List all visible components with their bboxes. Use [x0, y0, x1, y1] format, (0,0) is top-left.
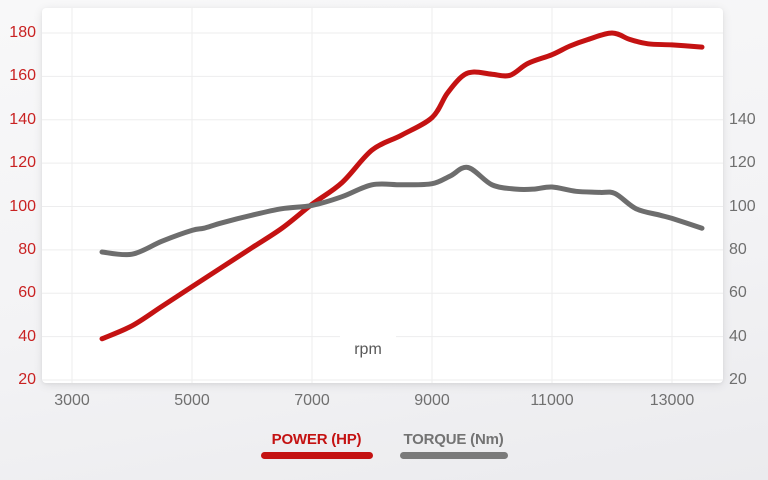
y-axis-left-tick: 160	[9, 67, 36, 85]
y-axis-left-tick: 60	[18, 284, 36, 302]
y-axis-right-tick: 40	[729, 327, 747, 345]
y-axis-right-tick: 140	[729, 110, 756, 128]
x-axis-tick: 3000	[54, 392, 90, 409]
y-axis-right-tick: 120	[729, 154, 756, 172]
x-axis-tick: 9000	[414, 392, 450, 409]
y-axis-left-tick: 100	[9, 197, 36, 215]
legend-item-power[interactable]: POWER (HP)	[260, 431, 373, 459]
y-axis-right-tick: 20	[729, 371, 747, 388]
y-axis-left-tick: 140	[9, 110, 36, 128]
y-axis-left-tick: 40	[18, 327, 36, 345]
y-axis-right-tick: 100	[729, 197, 756, 215]
x-axis-title: rpm	[340, 333, 396, 363]
legend-torque-label: TORQUE (Nm)	[403, 431, 504, 448]
y-axis-left-tick: 20	[18, 371, 36, 388]
legend-item-torque[interactable]: TORQUE (Nm)	[399, 431, 508, 459]
y-axis-left-tick: 80	[18, 240, 36, 258]
y-axis-left-tick: 180	[9, 24, 36, 41]
plot-area	[42, 8, 723, 383]
legend-power-label: POWER (HP)	[271, 431, 362, 448]
power-curve	[99, 30, 705, 342]
chart-canvas	[42, 8, 723, 383]
y-axis-right-tick: 60	[729, 284, 747, 302]
x-axis-tick: 13000	[649, 392, 695, 409]
y-axis-left-tick: 120	[9, 154, 36, 172]
y-axis-right-tick: 80	[729, 240, 747, 258]
chart-legend: POWER (HP) TORQUE (Nm)	[0, 431, 768, 459]
power-legend-line	[260, 452, 373, 459]
torque-legend-line	[399, 452, 508, 459]
x-axis-tick: 11000	[530, 392, 574, 409]
x-axis-tick: 5000	[174, 392, 210, 409]
x-axis-tick: 7000	[294, 392, 330, 409]
torque-curve	[99, 164, 705, 258]
